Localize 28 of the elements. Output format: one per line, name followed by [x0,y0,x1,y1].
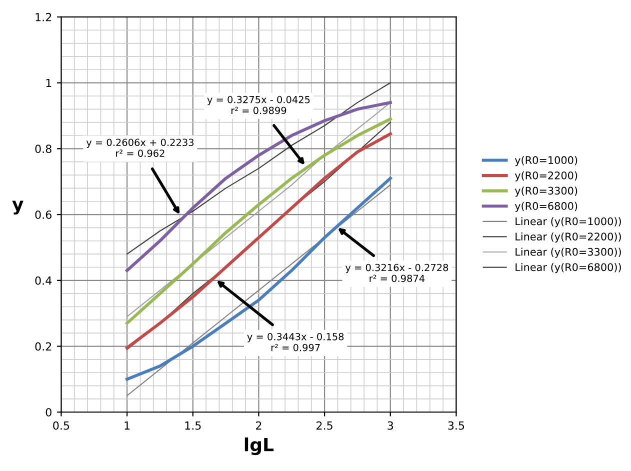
legend-label: Linear (y(R0=2200)) [516,232,621,243]
x-tick-label: 3 [388,421,394,430]
y-tick-label: 0.2 [35,342,52,351]
y-tick-label: 0.8 [35,144,52,154]
y-axis-title: y [12,200,24,215]
x-tick-label: 0.5 [53,421,70,430]
legend-label: Linear (y(R0=1000)) [516,217,621,228]
x-tick-label: 1 [124,421,130,430]
annotation: y = 0.3443x - 0.158 r² = 0.997 [247,332,344,352]
annotation: y = 0.3275x - 0.0425 r² = 0.9899 [207,96,310,114]
y-tick-label: 0 [46,408,52,417]
y-tick-label: 0.6 [35,210,52,219]
legend-label: Linear (y(R0=6800)) [516,263,621,274]
annotation: y = 0.3216x - 0.2728 r² = 0.9874 [345,264,448,282]
y-tick-label: 1.2 [36,12,52,22]
legend-label: y(R0=1000) [514,156,578,166]
legend-label: y(R0=2200) [514,171,578,182]
x-tick-label: 3.5 [448,421,464,430]
y-tick-label: 0.4 [35,276,52,285]
x-tick-label: 2.5 [316,421,332,430]
x-axis-title: lgL [244,437,274,456]
legend-label: Linear (y(R0=3300)) [516,248,621,258]
legend-label: y(R0=3300) [514,186,578,197]
annotation: y = 0.2606x + 0.2233 r² = 0.962 [86,138,194,157]
x-tick-label: 2 [256,421,262,430]
y-tick-label: 1 [46,78,52,88]
x-tick-label: 1.5 [185,421,201,430]
legend-label: y(R0=6800) [514,202,578,212]
